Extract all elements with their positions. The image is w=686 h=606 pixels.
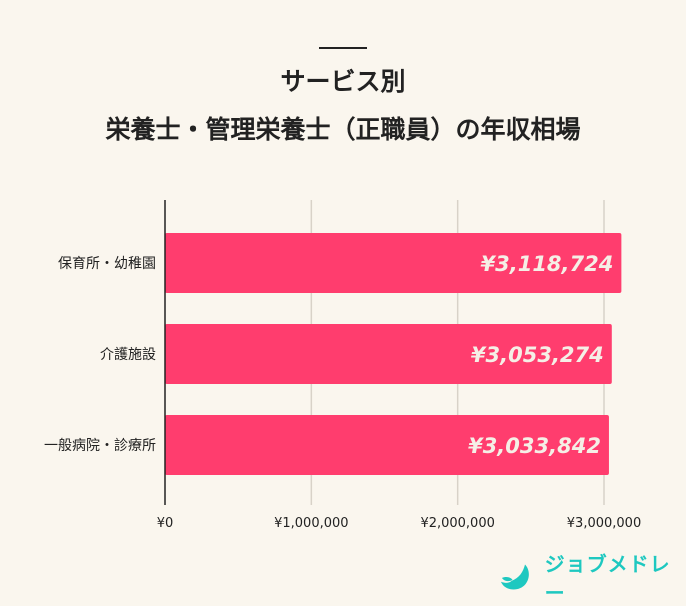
logo-text: ジョブメドレー (544, 552, 671, 605)
category-label: 介護施設 (100, 347, 156, 363)
x-tick-label: ¥0 (157, 516, 174, 531)
title-rule (319, 47, 367, 49)
data-label: ¥3,053,274 (471, 343, 604, 367)
data-label: ¥3,033,842 (468, 434, 601, 458)
chart-title-line2: 栄養士・管理栄養士（正職員）の年収相場 (105, 115, 581, 144)
x-tick-label: ¥3,000,000 (567, 516, 641, 531)
logo-mark-icon (500, 564, 529, 590)
data-label: ¥3,118,724 (481, 252, 614, 276)
x-tick-label: ¥2,000,000 (420, 516, 494, 531)
bar (165, 324, 612, 384)
bar (165, 415, 609, 475)
chart-title-line1: サービス別 (280, 67, 406, 96)
logo: ジョブメドレー (500, 548, 686, 606)
bar (165, 233, 622, 293)
category-label: 一般病院・診療所 (44, 437, 156, 454)
category-label: 保育所・幼稚園 (58, 256, 156, 272)
x-tick-label: ¥1,000,000 (274, 516, 348, 531)
